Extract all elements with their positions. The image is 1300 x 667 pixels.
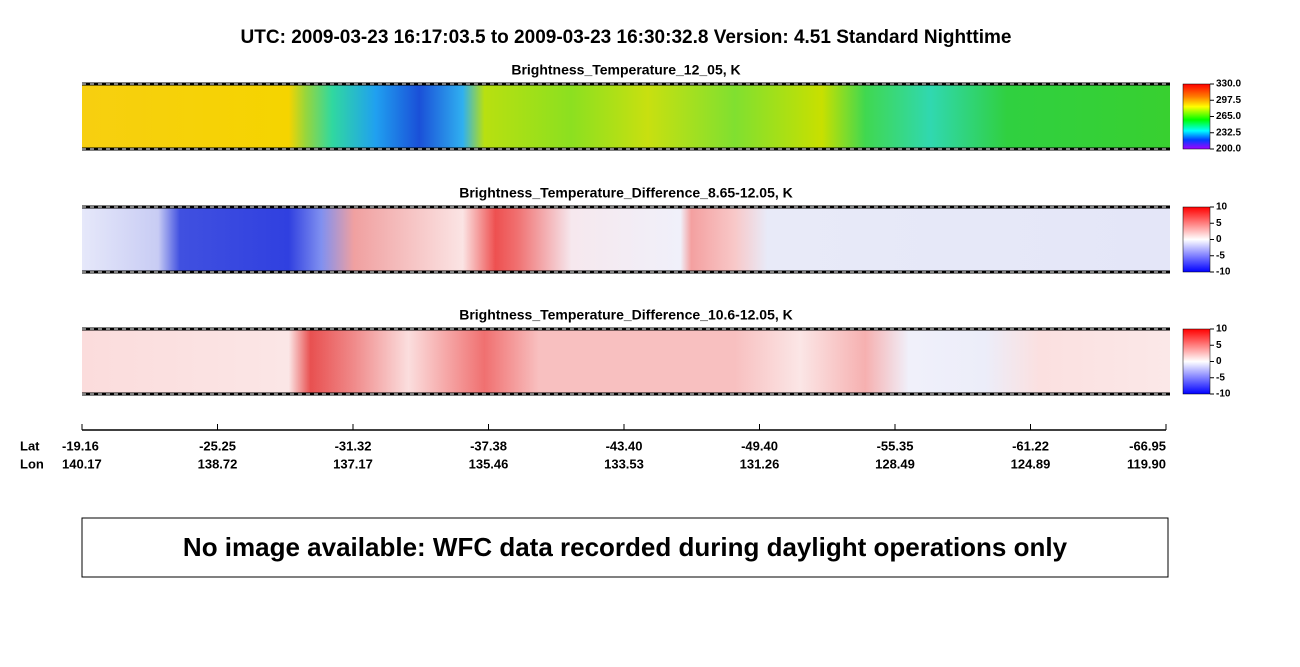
lat-tick-label: -61.22 [1012, 438, 1049, 453]
colorbar-label: 232.5 [1216, 127, 1241, 138]
lon-tick-label: 133.53 [604, 456, 644, 471]
panel-title: Brightness_Temperature_12_05, K [511, 62, 740, 78]
lat-tick-label: -66.95 [1129, 438, 1166, 453]
lon-tick-label: 137.17 [333, 456, 373, 471]
panels: Brightness_Temperature_12_05, K 330.0 297.… [82, 62, 1241, 400]
lat-tick-label: -25.25 [199, 438, 236, 453]
panel-title: Brightness_Temperature_Difference_10.6-1… [459, 307, 793, 323]
lat-tick-label: -37.38 [470, 438, 507, 453]
lat-tick-label: -43.40 [606, 438, 643, 453]
colorbar-label: 297.5 [1216, 95, 1241, 106]
lon-tick-label: 119.90 [1127, 456, 1166, 471]
colorbar-label: 10 [1216, 324, 1228, 335]
lon-tick-label: 128.49 [875, 456, 915, 471]
colorbar-label: 5 [1216, 218, 1222, 229]
colorbar [1182, 206, 1211, 273]
lat-tick-label: -55.35 [877, 438, 914, 453]
notice-box [81, 517, 1169, 578]
lon-tick-label: 138.72 [198, 456, 238, 471]
lat-label: Lat [20, 438, 40, 453]
colorbar-label: 10 [1216, 202, 1228, 213]
image-strip [82, 84, 1170, 149]
colorbar-label: -5 [1216, 250, 1225, 261]
colorbar-label: 265.0 [1216, 111, 1241, 122]
colorbar-label: -10 [1216, 267, 1231, 278]
lon-tick-label: 135.46 [469, 456, 509, 471]
lat-tick-label: -49.40 [741, 438, 778, 453]
lon-tick-label: 131.26 [740, 456, 780, 471]
colorbar [1182, 83, 1211, 150]
lon-tick-label: 140.17 [62, 456, 102, 471]
notice: No image available: WFC data recorded du… [183, 532, 1068, 562]
colorbar-label: 200.0 [1216, 144, 1241, 155]
colorbar-label: -5 [1216, 372, 1225, 383]
colorbar-label: 5 [1216, 340, 1222, 351]
image-strip [82, 207, 1170, 272]
lon-tick-label: 124.89 [1011, 456, 1051, 471]
lat-tick-label: -31.32 [335, 438, 372, 453]
colorbar-label: 330.0 [1216, 79, 1241, 90]
colorbar [1182, 328, 1211, 395]
lat-lon-axis: Lat Lon -19.16 140.17 -25.25 138.72 -31.32 13… [20, 424, 1167, 471]
image-strip [82, 329, 1170, 394]
lat-tick-label: -19.16 [62, 438, 99, 453]
panel-title: Brightness_Temperature_Difference_8.65-1… [459, 185, 793, 201]
colorbar-label: 0 [1216, 234, 1222, 245]
colorbar-label: 0 [1216, 356, 1222, 367]
lon-label: Lon [20, 456, 44, 471]
colorbar-label: -10 [1216, 389, 1231, 400]
page-title: UTC: 2009-03-23 16:17:03.5 to 2009-03-23… [241, 27, 1012, 48]
